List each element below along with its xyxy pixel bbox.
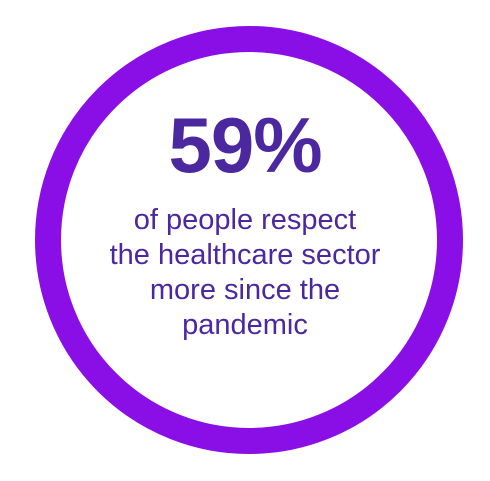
- caption-line: pandemic: [182, 309, 308, 341]
- caption-line: the healthcare sector: [109, 239, 381, 271]
- stat-percentage: 59%: [168, 101, 322, 189]
- stat-caption: of people respect the healthcare sector …: [0, 203, 490, 343]
- caption-line: of people respect: [133, 204, 357, 236]
- caption-line: more since the: [149, 274, 341, 306]
